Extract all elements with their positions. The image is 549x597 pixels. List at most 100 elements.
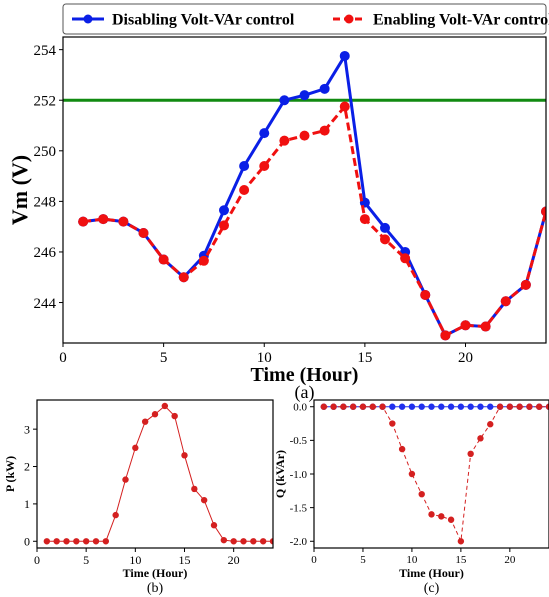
panel-c: 0 5 10 15 20 0.0 -0.5 -1.0 -1.5 -2.0 Time (Hour) Q … <box>273 399 549 596</box>
series-q-enable-point <box>340 403 347 410</box>
series-enable-point <box>319 125 330 136</box>
y-axis-label: P (kW) <box>3 456 17 492</box>
plot-frame <box>62 36 547 344</box>
x-tick-label: 15 <box>179 553 191 567</box>
series-enable-point <box>219 220 229 231</box>
series-power-point <box>53 538 60 545</box>
series-power-point <box>171 412 178 420</box>
series-enable-point <box>259 160 270 171</box>
series-enable-point <box>359 214 370 225</box>
y-tick-label: 2 <box>24 460 30 474</box>
series-power-point <box>102 538 110 545</box>
series-enable-point <box>178 272 189 283</box>
y-axis-label: Q (kVAr) <box>273 450 287 498</box>
x-tick-label: 20 <box>458 350 473 366</box>
series-q-enable-line <box>323 406 549 542</box>
series-power-point <box>210 522 218 529</box>
x-tick-label: 15 <box>455 554 467 566</box>
series-q-enable-point <box>398 445 406 453</box>
series-q-enable-point <box>496 403 504 410</box>
series-q-enable-point <box>457 538 465 545</box>
y-tick-label: 0.0 <box>293 402 307 414</box>
series-power-line <box>46 405 273 542</box>
series-power-point <box>250 538 257 545</box>
series-enable-point <box>440 330 451 341</box>
series-disable-line <box>82 54 546 337</box>
y-tick-label: 254 <box>34 43 57 59</box>
series-disable-point <box>279 95 290 106</box>
series-power-point <box>151 411 159 418</box>
plot-frame <box>313 399 549 549</box>
x-tick-label: 15 <box>357 350 372 366</box>
series-power-point <box>220 536 228 544</box>
series-q-enable-point <box>359 403 367 410</box>
series-enable-point <box>198 255 209 266</box>
panel-caption: (b) <box>147 581 164 596</box>
legend-label-disable: Disabling Volt-VAr control <box>112 12 295 29</box>
legend-marker-disable <box>83 14 93 24</box>
series-disable-point <box>259 128 270 139</box>
series-power-point <box>112 511 119 519</box>
panel-caption: (a) <box>295 382 315 403</box>
series-enable-point <box>339 101 350 112</box>
series-enable-point <box>279 135 290 146</box>
series-q-enable-point <box>349 403 357 410</box>
series-q-disable-point <box>428 403 435 410</box>
x-tick-label: 5 <box>160 350 168 366</box>
series-group <box>43 402 273 545</box>
series-enable-point <box>239 185 250 195</box>
series-enable-point <box>78 216 89 227</box>
x-axis-label: Time (Hour) <box>251 364 359 386</box>
y-tick-label: -2.0 <box>290 536 308 548</box>
series-q-disable-point <box>457 403 465 410</box>
series-enable-point <box>460 320 471 331</box>
series-power-point <box>73 538 80 545</box>
series-q-enable-point <box>467 450 474 458</box>
series-power-point <box>259 538 267 545</box>
series-q-enable-point <box>526 403 533 410</box>
series-enable-point <box>118 216 129 227</box>
series-enable-line <box>82 105 546 337</box>
x-tick-label: 10 <box>257 350 272 366</box>
series-disable-point <box>319 83 330 94</box>
panel-caption: (c) <box>424 581 440 596</box>
series-enable-point <box>158 254 169 265</box>
series-q-enable-point <box>477 435 484 442</box>
series-q-enable-point <box>545 403 549 410</box>
series-q-disable-point <box>467 403 474 410</box>
series-power-point <box>269 538 273 545</box>
x-axis-label: Time (Hour) <box>123 566 188 580</box>
series-power-point <box>82 538 90 545</box>
series-enable-point <box>420 289 431 300</box>
series-q-disable-point <box>477 403 484 410</box>
x-tick-label: 20 <box>228 553 240 567</box>
series-q-enable-point <box>516 403 523 410</box>
series-disable-point <box>219 205 229 216</box>
series-q-disable-point <box>447 403 455 410</box>
series-disable-point <box>239 160 250 171</box>
x-tick-label: 10 <box>406 554 418 566</box>
series-enable-point <box>380 234 390 245</box>
series-power-point <box>161 402 169 410</box>
y-tick-label: 1 <box>24 497 30 511</box>
y-tick-label: -1.5 <box>290 502 308 514</box>
series-enable-point <box>541 206 546 217</box>
legend-label-enable: Enabling Volt-VAr control <box>373 12 549 29</box>
series-q-disable-point <box>408 403 416 410</box>
legend-box <box>62 3 547 35</box>
series-q-enable-point <box>408 470 416 478</box>
panel-a: 0 5 10 15 20 244 246 248 250 252 254 Time (Hour) Vm … <box>7 36 547 403</box>
series-power-point <box>141 418 149 425</box>
series-q-enable-point <box>330 403 337 410</box>
x-tick-label: 0 <box>34 553 40 567</box>
series-q-enable-point <box>418 490 425 498</box>
series-enable-point <box>138 227 149 238</box>
series-enable-point <box>400 253 411 264</box>
series-power-point <box>181 452 188 459</box>
series-q-disable-point <box>438 403 445 410</box>
series-group <box>320 403 549 545</box>
x-tick-label: 20 <box>504 554 516 566</box>
y-tick-label: 246 <box>34 245 57 261</box>
series-power-point <box>63 538 70 545</box>
series-power-point <box>92 538 100 545</box>
